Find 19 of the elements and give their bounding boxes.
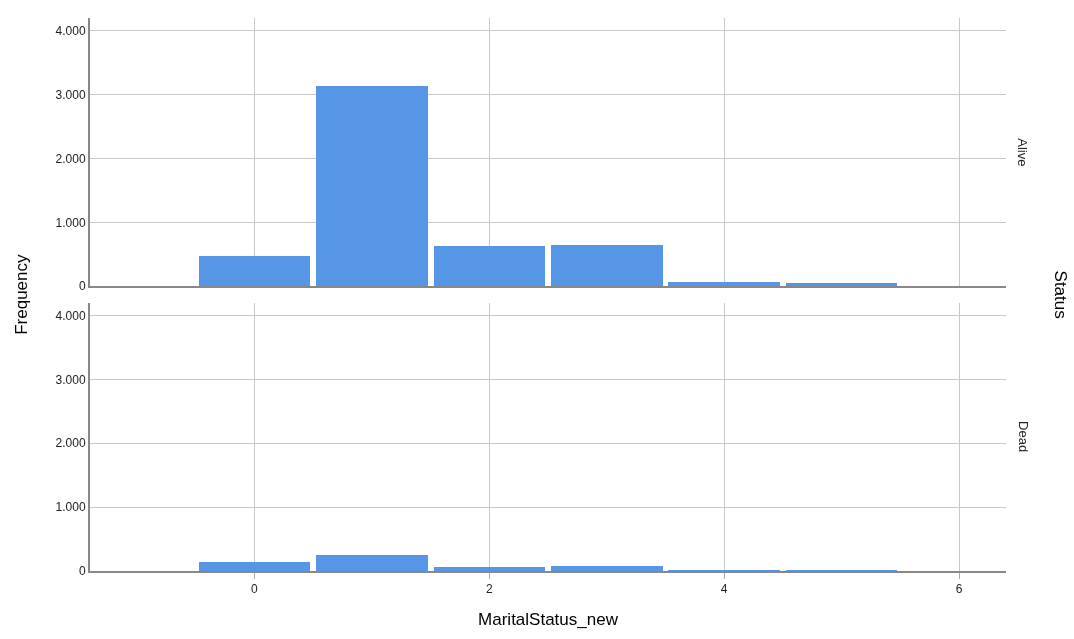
y-tick-label: 2.000 xyxy=(55,151,86,166)
y-tick-label: 0 xyxy=(78,279,86,294)
y-tick-label: 3.000 xyxy=(55,372,86,387)
text: Status xyxy=(1051,270,1071,319)
text: Alive xyxy=(1014,138,1030,167)
y-tick-label: 1.000 xyxy=(55,215,86,230)
text: Dead xyxy=(1015,421,1031,453)
y-tick-label: 2.000 xyxy=(55,436,86,451)
y-tick-label: 1.000 xyxy=(55,500,86,515)
x-tick-label: 2 xyxy=(485,582,493,597)
y-tick-label: 4.000 xyxy=(55,23,86,38)
y-tick-label: 0 xyxy=(78,564,86,579)
y-tick-label: 4.000 xyxy=(55,308,86,323)
y-tick-label: 3.000 xyxy=(55,87,86,102)
x-tick-label: 0 xyxy=(251,582,259,597)
x-tick-label: 4 xyxy=(720,582,728,597)
x-axis-title: MaritalStatus_new xyxy=(478,610,619,630)
x-tick-label: 6 xyxy=(955,582,963,597)
y-axis-title: Frequency xyxy=(11,253,31,335)
